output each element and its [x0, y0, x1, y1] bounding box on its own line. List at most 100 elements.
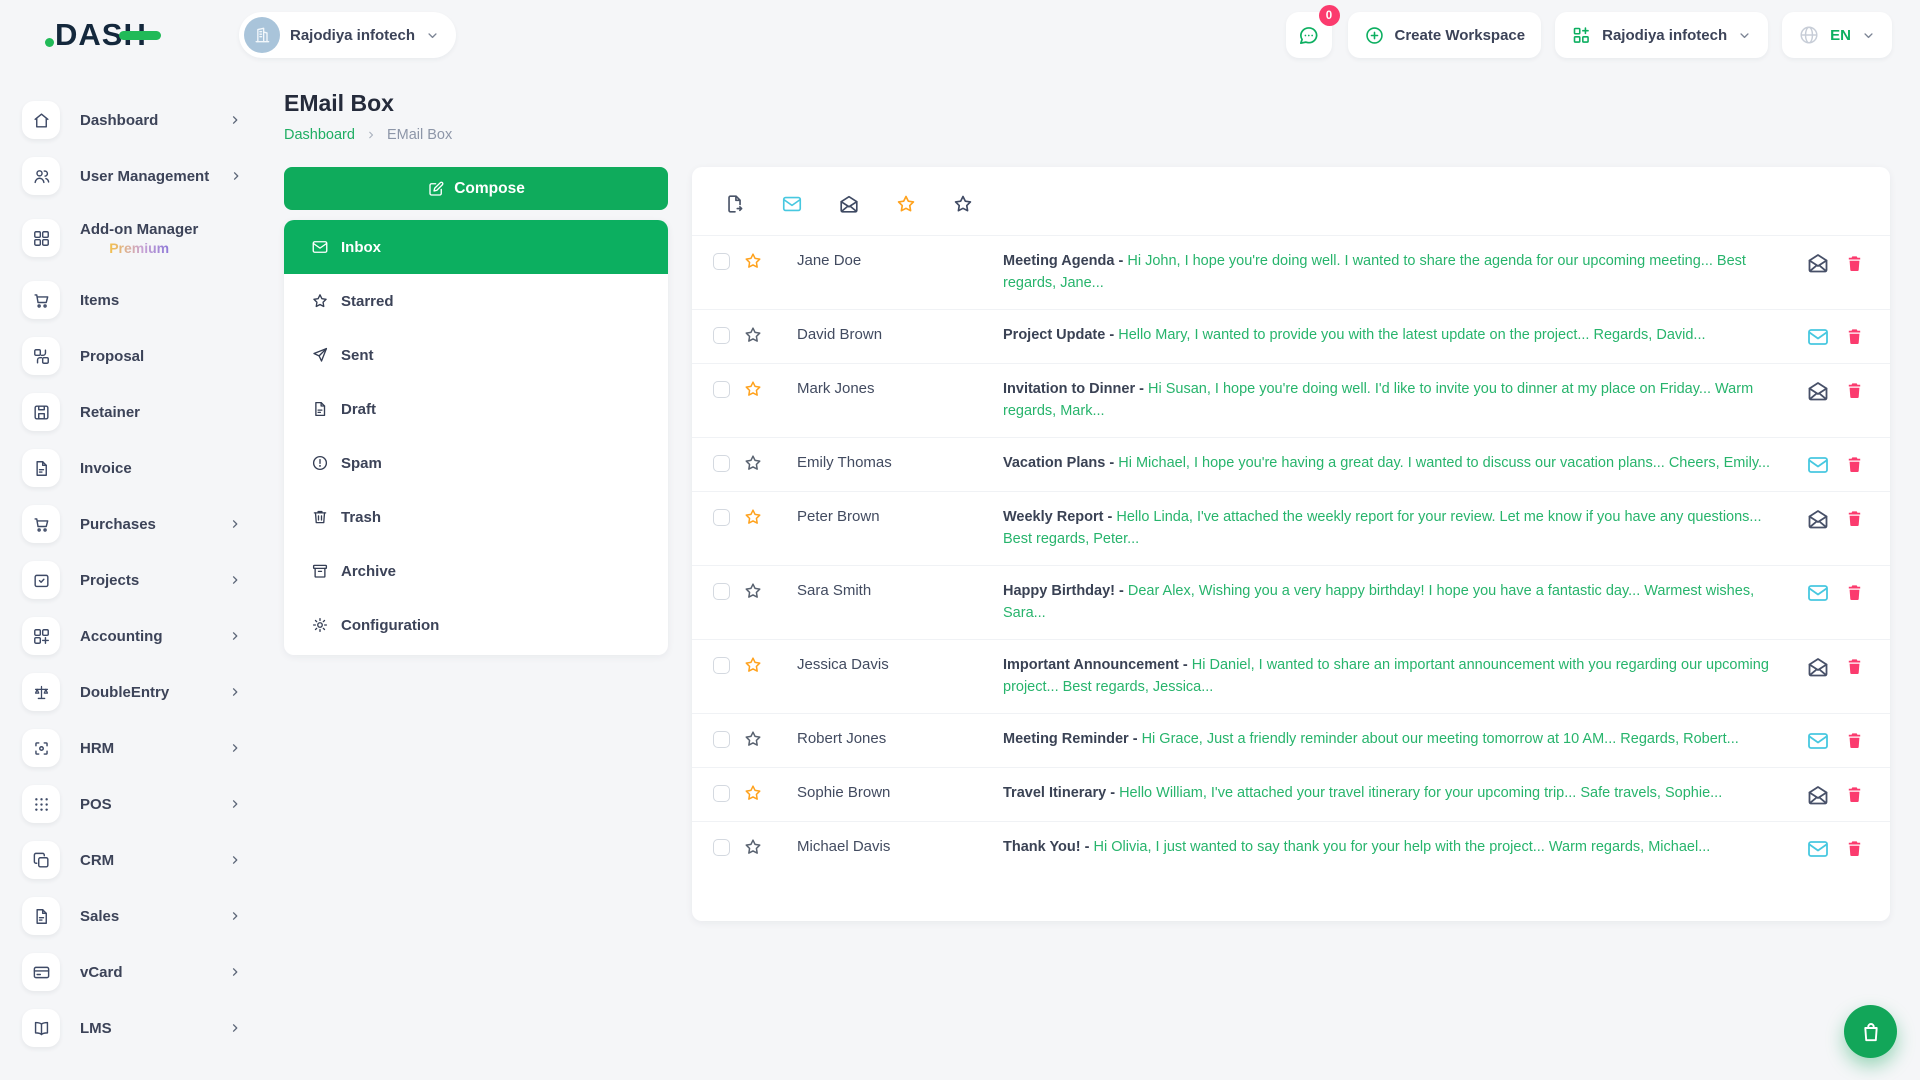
star-icon[interactable] [743, 837, 763, 857]
sidebar-item-proposal[interactable]: Proposal [22, 328, 242, 384]
sidebar-item-label: Items [80, 291, 120, 309]
star-starred-icon[interactable] [895, 193, 917, 215]
trash-icon[interactable] [1845, 509, 1864, 528]
sidebar-item-user-management[interactable]: User Management [22, 148, 242, 204]
trash-icon[interactable] [1845, 731, 1864, 750]
email-checkbox[interactable] [713, 253, 730, 270]
email-row[interactable]: David Brown Project Update - Hello Mary,… [692, 308, 1890, 363]
sidebar-item-invoice[interactable]: Invoice [22, 440, 242, 496]
star-unstarred-icon[interactable] [952, 193, 974, 215]
email-row[interactable]: Peter Brown Weekly Report - Hello Linda,… [692, 490, 1890, 565]
folder-spam[interactable]: Spam [284, 436, 668, 490]
trash-icon[interactable] [1845, 254, 1864, 273]
email-preview: Hi Daniel, I wanted to share an importan… [1003, 656, 1769, 696]
trash-icon[interactable] [1845, 455, 1864, 474]
star-icon[interactable] [743, 325, 763, 345]
email-checkbox[interactable] [713, 838, 730, 856]
email-row[interactable]: Robert Jones Meeting Reminder - Hi Grace… [692, 712, 1890, 767]
email-checkbox[interactable] [713, 784, 730, 802]
mail-nav: Compose Inbox Starred Sent [284, 167, 668, 655]
star-icon[interactable] [743, 379, 763, 399]
trash-icon[interactable] [1845, 583, 1864, 602]
sidebar-item-addon-manager[interactable]: Add-on Manager Premium [22, 204, 242, 272]
mail-closed-icon[interactable] [1806, 729, 1830, 753]
email-sender: Emily Thomas [797, 453, 892, 471]
email-checkbox[interactable] [713, 730, 730, 748]
marketplace-fab[interactable] [1844, 1005, 1897, 1058]
sidebar-item-dashboard[interactable]: Dashboard [22, 92, 242, 148]
email-checkbox[interactable] [713, 380, 730, 398]
sidebar-item-pos[interactable]: POS [22, 776, 242, 832]
email-checkbox[interactable] [713, 508, 730, 526]
mail-open-icon[interactable] [1806, 379, 1830, 403]
company-avatar [244, 17, 280, 53]
folder-inbox[interactable]: Inbox [284, 220, 668, 274]
email-row[interactable]: Jessica Davis Important Announcement - H… [692, 638, 1890, 713]
mail-open-icon[interactable] [1806, 655, 1830, 679]
sidebar-item-vcard[interactable]: vCard [22, 944, 242, 1000]
mail-open-icon[interactable] [1806, 251, 1830, 275]
sidebar-item-accounting[interactable]: Accounting [22, 608, 242, 664]
company-switcher[interactable]: Rajodiya infotech [239, 12, 457, 58]
mail-open-icon[interactable] [1806, 783, 1830, 807]
mail-closed-icon[interactable] [1806, 325, 1830, 349]
messenger-button[interactable]: 0 [1285, 5, 1340, 58]
sidebar-item-hrm[interactable]: HRM [22, 720, 242, 776]
email-checkbox[interactable] [713, 656, 730, 674]
email-text: Meeting Reminder - Hi Grace, Just a frie… [1003, 728, 1806, 750]
create-workspace-button[interactable]: Create Workspace [1347, 12, 1542, 58]
sidebar-item-doubleentry[interactable]: DoubleEntry [22, 664, 242, 720]
mail-closed-icon[interactable] [1806, 837, 1830, 861]
folder-configuration[interactable]: Configuration [284, 598, 668, 652]
chevron-right-icon [228, 909, 242, 923]
sidebar-item-label: Purchases [80, 515, 156, 533]
folder-starred[interactable]: Starred [284, 274, 668, 328]
email-checkbox[interactable] [713, 582, 730, 600]
dash-logo[interactable]: DASH [45, 14, 161, 56]
mail-open-icon[interactable] [1806, 507, 1830, 531]
email-checkbox[interactable] [713, 454, 730, 472]
sidebar-item-sales[interactable]: Sales [22, 888, 242, 944]
trash-icon[interactable] [1845, 381, 1864, 400]
mail-closed-icon[interactable] [1806, 581, 1830, 605]
star-icon[interactable] [743, 581, 763, 601]
sidebar-item-purchases[interactable]: Purchases [22, 496, 242, 552]
star-icon[interactable] [743, 507, 763, 527]
workspace-menu[interactable]: Rajodiya infotech [1555, 12, 1769, 58]
trash-icon[interactable] [1845, 327, 1864, 346]
email-row[interactable]: Emily Thomas Vacation Plans - Hi Michael… [692, 436, 1890, 491]
file-export-icon[interactable] [724, 193, 746, 215]
star-icon[interactable] [743, 453, 763, 473]
trash-icon[interactable] [1845, 839, 1864, 858]
focus-icon [32, 739, 51, 758]
compose-button[interactable]: Compose [284, 167, 668, 210]
sidebar-item-crm[interactable]: CRM [22, 832, 242, 888]
star-icon[interactable] [743, 783, 763, 803]
trash-icon[interactable] [1845, 657, 1864, 676]
sidebar-item-projects[interactable]: Projects [22, 552, 242, 608]
mail-read-icon[interactable] [838, 193, 860, 215]
sidebar-item-retainer[interactable]: Retainer [22, 384, 242, 440]
star-icon[interactable] [743, 655, 763, 675]
email-checkbox[interactable] [713, 326, 730, 344]
star-icon[interactable] [743, 729, 763, 749]
folder-trash[interactable]: Trash [284, 490, 668, 544]
chevron-right-icon [229, 169, 243, 183]
email-row[interactable]: Jane Doe Meeting Agenda - Hi John, I hop… [692, 235, 1890, 309]
sidebar-item-items[interactable]: Items [22, 272, 242, 328]
email-row[interactable]: Sara Smith Happy Birthday! - Dear Alex, … [692, 564, 1890, 639]
star-icon[interactable] [743, 251, 763, 271]
sidebar-item-lms[interactable]: LMS [22, 1000, 242, 1056]
folder-archive[interactable]: Archive [284, 544, 668, 598]
trash-icon[interactable] [1845, 785, 1864, 804]
email-row[interactable]: Mark Jones Invitation to Dinner - Hi Sus… [692, 362, 1890, 437]
language-menu[interactable]: EN [1782, 12, 1892, 58]
folder-draft[interactable]: Draft [284, 382, 668, 436]
email-row[interactable]: Michael Davis Thank You! - Hi Olivia, I … [692, 820, 1890, 875]
mail-unread-icon[interactable] [781, 193, 803, 215]
mail-closed-icon[interactable] [1806, 453, 1830, 477]
folder-sent[interactable]: Sent [284, 328, 668, 382]
email-row[interactable]: Sophie Brown Travel Itinerary - Hello Wi… [692, 766, 1890, 821]
breadcrumb-dashboard-link[interactable]: Dashboard [284, 127, 355, 143]
sidebar-item-label: POS [80, 795, 112, 813]
